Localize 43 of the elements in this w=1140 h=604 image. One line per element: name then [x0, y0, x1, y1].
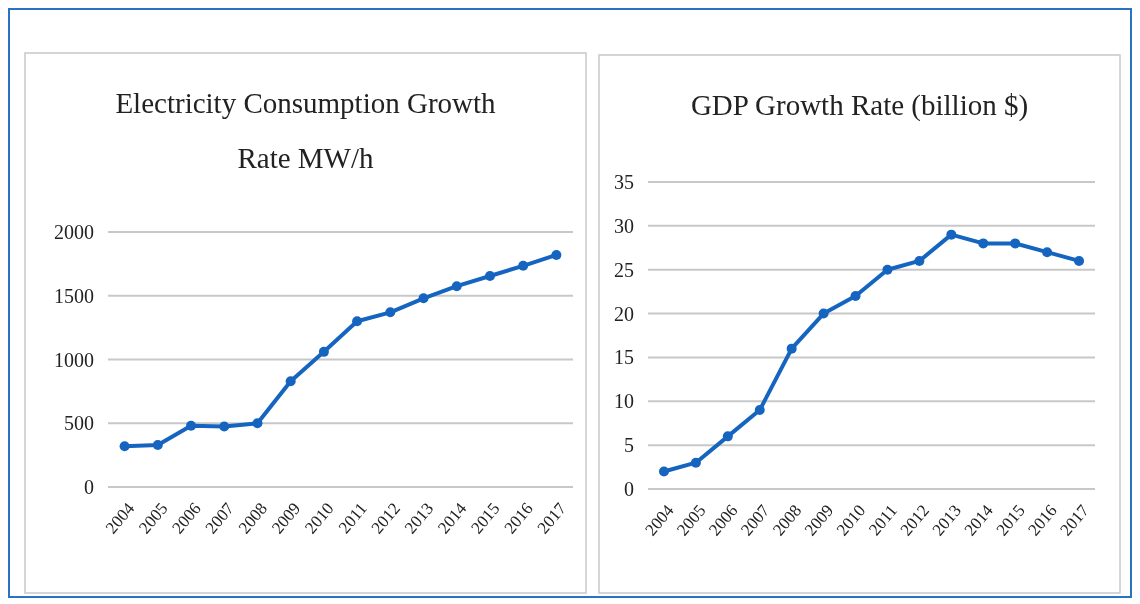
y-tick-label: 5: [624, 434, 634, 457]
point: [786, 343, 797, 354]
point: [385, 307, 396, 318]
point: [978, 238, 989, 249]
y-tick-label: 1500: [54, 284, 94, 307]
chart-title: GDP Growth Rate (billion $): [690, 89, 1029, 122]
point: [1010, 238, 1021, 249]
point: [418, 293, 429, 304]
y-tick-label: 15: [614, 346, 634, 369]
point: [690, 457, 701, 468]
point: [722, 431, 733, 442]
y-tick-label: 35: [614, 171, 634, 193]
y-tick-label: 1000: [54, 348, 94, 371]
point: [219, 421, 230, 432]
y-tick-label: 500: [64, 412, 94, 435]
point: [1074, 255, 1085, 266]
point: [451, 281, 462, 292]
point: [152, 439, 163, 450]
point: [551, 249, 562, 260]
point: [946, 229, 957, 240]
point: [352, 316, 363, 327]
point: [1042, 247, 1053, 258]
point: [318, 346, 329, 357]
point: [186, 420, 197, 431]
point: [754, 405, 765, 416]
point: [518, 260, 529, 271]
point: [882, 264, 893, 275]
y-tick-label: 25: [614, 258, 634, 281]
point: [914, 255, 925, 266]
y-tick-label: 20: [614, 302, 634, 325]
point: [818, 308, 829, 319]
point: [850, 291, 861, 302]
y-tick-label: 2000: [54, 221, 94, 243]
y-tick-label: 10: [614, 390, 634, 413]
y-tick-label: 30: [614, 214, 634, 237]
y-tick-label: 0: [624, 478, 634, 500]
point: [252, 418, 263, 429]
chart-title: Electricity Consumption Growth Rate MW/h: [115, 87, 497, 174]
y-tick-label: 0: [84, 476, 94, 498]
point: [484, 270, 495, 281]
point: [658, 466, 669, 477]
point: [119, 441, 130, 452]
point: [285, 376, 296, 387]
